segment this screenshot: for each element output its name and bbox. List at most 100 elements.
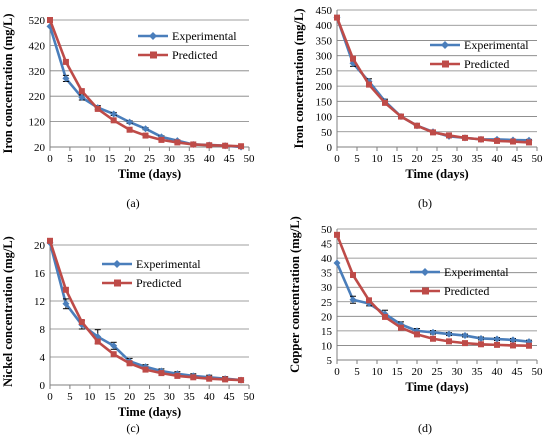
data-point-predicted [462,134,468,141]
data-point-predicted [47,17,53,23]
x-tick-label: 35 [472,366,484,378]
data-point-predicted [446,338,452,345]
legend-marker [150,51,157,59]
x-tick-label: 15 [104,153,116,165]
data-point-experimental [445,330,453,338]
x-tick-label: 25 [144,153,156,165]
data-point-experimental [461,332,469,340]
data-point-predicted [414,331,420,338]
data-point-predicted [446,132,452,139]
y-tick-label: 10 [321,340,333,352]
legend-label: Predicted [444,284,489,298]
data-point-predicted [222,142,229,149]
data-point-predicted [414,122,420,129]
panel-label: (d) [418,421,432,435]
y-axis-title: Nickel concentration (mg/L) [1,236,15,387]
x-tick-label: 40 [204,391,216,403]
y-tick-label: 30 [321,282,333,294]
x-tick-label: 15 [392,366,404,378]
panel-label: (b) [418,196,432,210]
data-point-predicted [142,366,149,373]
data-point-predicted [366,297,372,304]
x-tick-label: 25 [144,391,156,403]
data-point-predicted [78,88,85,95]
y-axis-title: Iron concentration (mg/L) [292,8,306,148]
y-tick-label: 300 [316,51,333,63]
y-tick-label: 400 [316,20,333,32]
legend-label: Experimental [172,29,237,43]
y-tick-label: 15 [321,326,333,338]
data-point-predicted [190,141,197,148]
x-tick-label: 20 [124,153,136,165]
x-tick-label: 45 [512,366,524,378]
x-tick-label: 50 [532,366,544,378]
x-tick-label: 5 [67,153,73,165]
x-tick-label: 45 [512,153,524,165]
y-axis-title: Copper concentration (mg/L) [288,216,302,373]
x-tick-label: 50 [244,391,256,403]
y-tick-label: 0 [40,380,46,392]
y-tick-label: 0 [327,142,333,154]
x-tick-label: 50 [244,153,256,165]
x-tick-label: 50 [532,153,544,165]
data-point-predicted [174,139,181,146]
data-point-predicted [478,136,484,143]
data-point-experimental [477,334,485,342]
y-tick-label: 50 [321,127,333,139]
data-point-predicted [494,137,500,144]
x-tick-label: 5 [354,153,360,165]
y-tick-label: 20 [34,240,46,252]
data-point-predicted [366,81,372,88]
x-axis-title: Time (days) [405,380,468,394]
legend-marker [422,287,429,295]
x-tick-label: 15 [392,153,404,165]
x-tick-label: 20 [124,391,136,403]
data-point-predicted [510,342,516,349]
y-tick-label: 150 [316,96,333,108]
x-tick-label: 45 [224,391,236,403]
data-point-predicted [382,313,388,320]
data-point-predicted [510,138,516,145]
x-tick-label: 0 [47,391,53,403]
x-tick-label: 30 [164,391,176,403]
data-point-predicted [398,113,404,120]
data-point-predicted [206,142,213,149]
data-point-predicted [94,338,101,345]
chart-panel-3: 0 4 8 12 16 20 0 5 10 15 20 25 30 35 40 45 50 Time (days)… [1,236,255,435]
x-tick-label: 35 [184,153,196,165]
data-point-predicted [94,105,101,112]
x-tick-label: 30 [164,153,176,165]
legend-label: Predicted [136,276,181,290]
x-tick-label: 30 [452,366,464,378]
y-tick-label: 20 [34,142,46,154]
legend-marker [114,279,121,287]
legend-marker [113,260,121,268]
panel-label: (a) [126,196,139,210]
data-point-predicted [222,376,229,383]
data-point-predicted [126,126,133,133]
x-tick-label: 10 [84,153,96,165]
data-point-predicted [174,372,181,379]
y-tick-label: 25 [321,297,333,309]
data-point-predicted [462,340,468,347]
x-tick-label: 20 [412,153,424,165]
x-tick-label: 20 [412,366,424,378]
data-point-predicted [206,375,213,382]
x-axis-title: Time (days) [118,167,181,181]
y-tick-label: 12 [34,296,45,308]
data-point-experimental [78,93,86,101]
legend-label: Experimental [464,38,529,52]
data-point-experimental [62,300,70,308]
y-tick-label: 4 [40,352,46,364]
data-point-predicted [350,55,356,62]
legend-marker [441,41,449,49]
x-tick-label: 25 [432,153,444,165]
data-point-experimental [493,335,501,343]
x-tick-label: 30 [452,153,464,165]
y-tick-label: 20 [321,311,333,323]
legend-label: Predicted [464,57,509,71]
data-point-experimental [333,259,341,267]
data-point-predicted [110,117,117,124]
